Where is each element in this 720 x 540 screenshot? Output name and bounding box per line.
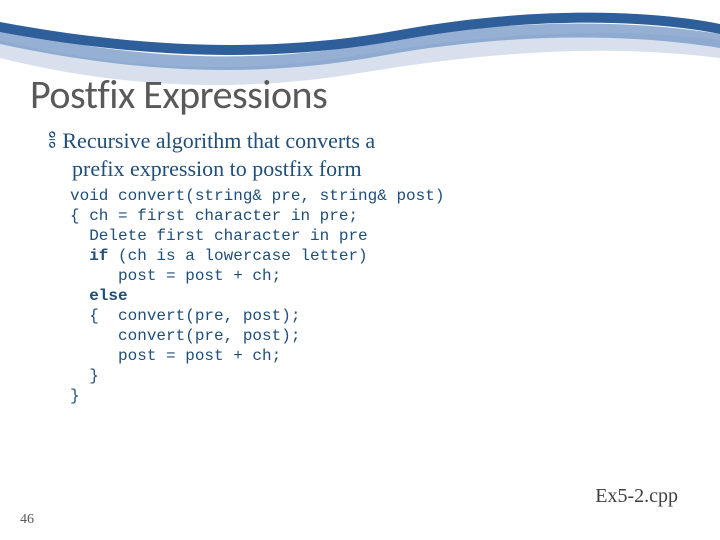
code-block: void convert(string& pre, string& post){… bbox=[30, 186, 690, 406]
code-line: post = post + ch; bbox=[70, 346, 690, 366]
slide-content: Postfix Expressions ༔ Recursive algorith… bbox=[0, 0, 720, 406]
page-number: 46 bbox=[20, 512, 34, 528]
code-line: void convert(string& pre, string& post) bbox=[70, 186, 690, 206]
slide-title: Postfix Expressions bbox=[30, 70, 690, 119]
bullet-block: ༔ Recursive algorithm that converts a pr… bbox=[30, 127, 690, 182]
code-line: { convert(pre, post); bbox=[70, 306, 690, 326]
code-line: if (ch is a lowercase letter) bbox=[70, 246, 690, 266]
bullet-line-1: ༔ Recursive algorithm that converts a bbox=[48, 127, 690, 155]
code-line: else bbox=[70, 286, 690, 306]
bullet-line-2: prefix expression to postfix form bbox=[48, 155, 690, 183]
code-line: } bbox=[70, 386, 690, 406]
bullet-text-line-2: prefix expression to postfix form bbox=[72, 155, 362, 183]
code-line: } bbox=[70, 366, 690, 386]
code-line: Delete first character in pre bbox=[70, 226, 690, 246]
bullet-swirl-icon: ༔ bbox=[48, 127, 56, 153]
bullet-text-line-1: Recursive algorithm that converts a bbox=[62, 127, 375, 155]
code-line: post = post + ch; bbox=[70, 266, 690, 286]
code-line: { ch = first character in pre; bbox=[70, 206, 690, 226]
code-line: convert(pre, post); bbox=[70, 326, 690, 346]
example-filename: Ex5-2.cpp bbox=[595, 485, 678, 508]
